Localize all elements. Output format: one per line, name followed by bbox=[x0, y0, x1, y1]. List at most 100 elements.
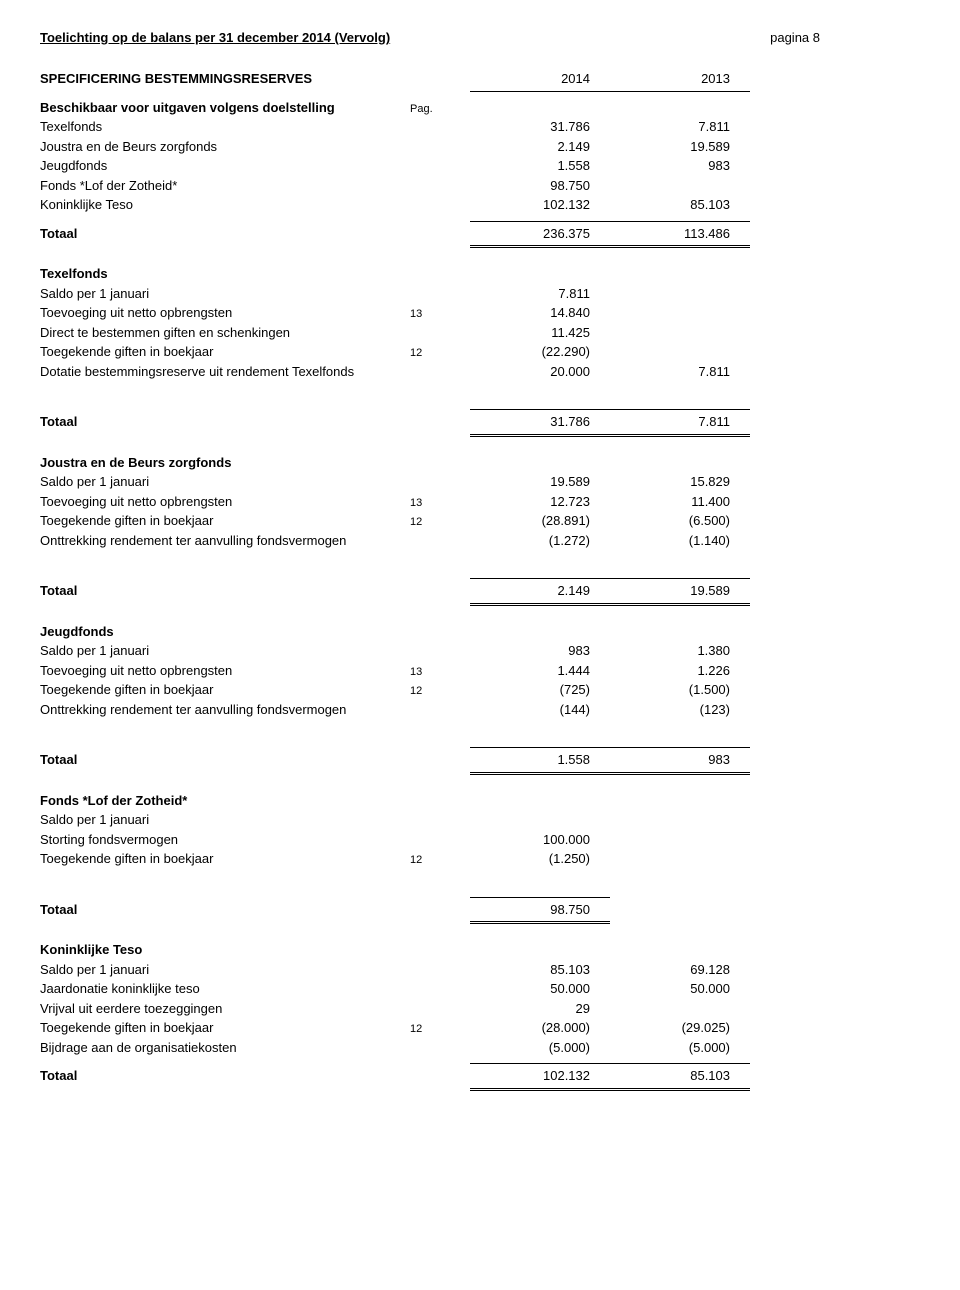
detail-row: Bijdrage aan de organisatiekosten (5.000)… bbox=[40, 1038, 920, 1058]
detail-row: Vrijval uit eerdere toezeggingen29 bbox=[40, 999, 920, 1019]
row-note: 13 bbox=[410, 664, 470, 681]
row-value-2014: 50.000 bbox=[470, 979, 610, 999]
year-2014: 2014 bbox=[470, 69, 610, 92]
row-label: Saldo per 1 januari bbox=[40, 472, 410, 492]
row-value-2013: 1.226 bbox=[610, 661, 750, 681]
jeugd-total: Totaal 1.558 983 bbox=[40, 747, 920, 775]
row-label: Toegekende giften in boekjaar bbox=[40, 1018, 410, 1038]
detail-row: Onttrekking rendement ter aanvulling fon… bbox=[40, 700, 920, 720]
row-label: Toegekende giften in boekjaar bbox=[40, 680, 410, 700]
row-note: 13 bbox=[410, 306, 470, 323]
fund-row: Texelfonds 31.786 7.811 bbox=[40, 117, 920, 137]
row-label: Jaardonatie koninklijke teso bbox=[40, 979, 410, 999]
jeugd-heading: Jeugdfonds bbox=[40, 622, 920, 642]
detail-row: Saldo per 1 januari19.58915.829 bbox=[40, 472, 920, 492]
row-label: Storting fondsvermogen bbox=[40, 830, 410, 850]
grand-total-row: Totaal 236.375 113.486 bbox=[40, 221, 920, 249]
page-header: Toelichting op de balans per 31 december… bbox=[40, 30, 920, 45]
row-label: Toevoeging uit netto opbrengsten bbox=[40, 492, 410, 512]
row-note: 13 bbox=[410, 495, 470, 512]
row-value-2014: (5.000) bbox=[470, 1038, 610, 1058]
row-label: Saldo per 1 januari bbox=[40, 284, 410, 304]
lof-total: Totaal 98.750 bbox=[40, 897, 920, 925]
row-value-2013: (29.025) bbox=[610, 1018, 750, 1038]
row-value-2014: 983 bbox=[470, 641, 610, 661]
row-note: 12 bbox=[410, 345, 470, 362]
row-value-2013: 50.000 bbox=[610, 979, 750, 999]
row-value-2014: 19.589 bbox=[470, 472, 610, 492]
row-label: Toevoeging uit netto opbrengsten bbox=[40, 303, 410, 323]
page-number: pagina 8 bbox=[770, 30, 820, 45]
row-note: 12 bbox=[410, 514, 470, 531]
detail-row: Onttrekking rendement ter aanvulling fon… bbox=[40, 531, 920, 551]
row-value-2014: (1.272) bbox=[470, 531, 610, 551]
detail-row: Toevoeging uit netto opbrengsten1314.840 bbox=[40, 303, 920, 323]
lof-heading: Fonds *Lof der Zotheid* bbox=[40, 791, 920, 811]
teso-heading: Koninklijke Teso bbox=[40, 940, 920, 960]
row-value-2013: 11.400 bbox=[610, 492, 750, 512]
detail-row: Toevoeging uit netto opbrengsten1312.723… bbox=[40, 492, 920, 512]
spec-heading: SPECIFICERING BESTEMMINGSRESERVES bbox=[40, 69, 410, 89]
detail-row: Saldo per 1 januari bbox=[40, 810, 920, 830]
row-label: Direct te bestemmen giften en schenkinge… bbox=[40, 323, 410, 343]
row-value-2014: 11.425 bbox=[470, 323, 610, 343]
row-value-2014: 100.000 bbox=[470, 830, 610, 850]
detail-row: Jaardonatie koninklijke teso 50.00050.000 bbox=[40, 979, 920, 999]
row-value-2014: (144) bbox=[470, 700, 610, 720]
row-label: Bijdrage aan de organisatiekosten bbox=[40, 1038, 410, 1058]
detail-row: Toegekende giften in boekjaar12(22.290) bbox=[40, 342, 920, 362]
row-value-2014: 20.000 bbox=[470, 362, 610, 382]
detail-row: Storting fondsvermogen 100.000 bbox=[40, 830, 920, 850]
fund-row: Jeugdfonds 1.558 983 bbox=[40, 156, 920, 176]
row-label: Onttrekking rendement ter aanvulling fon… bbox=[40, 700, 410, 720]
row-value-2014: (22.290) bbox=[470, 342, 610, 362]
row-value-2014: 7.811 bbox=[470, 284, 610, 304]
row-value-2014: 1.444 bbox=[470, 661, 610, 681]
fund-row: Joustra en de Beurs zorgfonds 2.149 19.5… bbox=[40, 137, 920, 157]
row-label: Toegekende giften in boekjaar bbox=[40, 342, 410, 362]
detail-row: Toevoeging uit netto opbrengsten131.4441… bbox=[40, 661, 920, 681]
detail-row: Dotatie bestemmingsreserve uit rendement… bbox=[40, 362, 920, 382]
beschikbaar-row: Beschikbaar voor uitgaven volgens doelst… bbox=[40, 98, 920, 118]
pag-label: Pag. bbox=[410, 101, 470, 118]
row-value-2014: (28.891) bbox=[470, 511, 610, 531]
detail-row: Saldo per 1 januari9831.380 bbox=[40, 641, 920, 661]
row-label: Toegekende giften in boekjaar bbox=[40, 511, 410, 531]
row-label: Dotatie bestemmingsreserve uit rendement… bbox=[40, 362, 410, 382]
row-label: Onttrekking rendement ter aanvulling fon… bbox=[40, 531, 410, 551]
detail-row: Toegekende giften in boekjaar12(725)(1.5… bbox=[40, 680, 920, 700]
row-note: 12 bbox=[410, 852, 470, 869]
page-title: Toelichting op de balans per 31 december… bbox=[40, 30, 390, 45]
row-label: Saldo per 1 januari bbox=[40, 960, 410, 980]
row-value-2014: 85.103 bbox=[470, 960, 610, 980]
beschikbaar-label: Beschikbaar voor uitgaven volgens doelst… bbox=[40, 98, 410, 118]
row-value-2013: (1.500) bbox=[610, 680, 750, 700]
teso-total: Totaal 102.132 85.103 bbox=[40, 1063, 920, 1091]
row-label: Vrijval uit eerdere toezeggingen bbox=[40, 999, 410, 1019]
year-2013: 2013 bbox=[610, 69, 750, 92]
row-value-2013: (1.140) bbox=[610, 531, 750, 551]
detail-row: Toegekende giften in boekjaar12(1.250) bbox=[40, 849, 920, 869]
spec-header-row: SPECIFICERING BESTEMMINGSRESERVES 2014 2… bbox=[40, 69, 920, 92]
detail-row: Saldo per 1 januari85.10369.128 bbox=[40, 960, 920, 980]
joustra-heading: Joustra en de Beurs zorgfonds bbox=[40, 453, 920, 473]
row-note: 12 bbox=[410, 1021, 470, 1038]
detail-row: Toegekende giften in boekjaar12(28.891)(… bbox=[40, 511, 920, 531]
row-value-2014: (28.000) bbox=[470, 1018, 610, 1038]
texelfonds-heading: Texelfonds bbox=[40, 264, 920, 284]
joustra-total: Totaal 2.149 19.589 bbox=[40, 578, 920, 606]
detail-row: Saldo per 1 januari 7.811 bbox=[40, 284, 920, 304]
row-label: Toegekende giften in boekjaar bbox=[40, 849, 410, 869]
row-note: 12 bbox=[410, 683, 470, 700]
row-value-2014: (725) bbox=[470, 680, 610, 700]
detail-row: Direct te bestemmen giften en schenkinge… bbox=[40, 323, 920, 343]
row-value-2013: (123) bbox=[610, 700, 750, 720]
row-label: Toevoeging uit netto opbrengsten bbox=[40, 661, 410, 681]
texelfonds-total: Totaal 31.786 7.811 bbox=[40, 409, 920, 437]
row-value-2014: 14.840 bbox=[470, 303, 610, 323]
row-value-2014: (1.250) bbox=[470, 849, 610, 869]
row-value-2013: (5.000) bbox=[610, 1038, 750, 1058]
row-label: Saldo per 1 januari bbox=[40, 810, 410, 830]
row-value-2014: 12.723 bbox=[470, 492, 610, 512]
row-label: Saldo per 1 januari bbox=[40, 641, 410, 661]
